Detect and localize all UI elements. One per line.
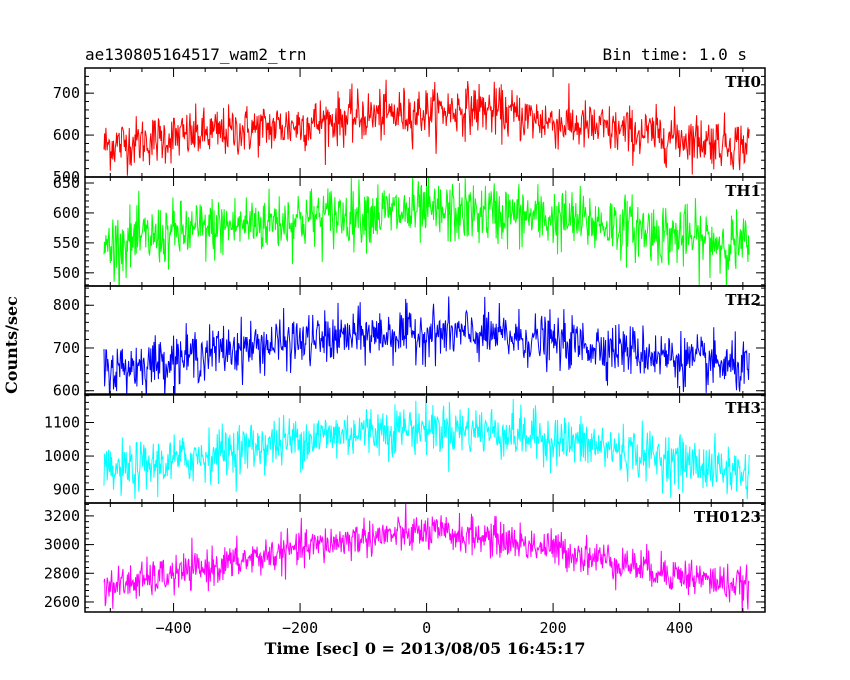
y-tick-label: 600 <box>53 382 80 400</box>
y-tick-label: 700 <box>53 339 80 357</box>
y-tick-label: 2600 <box>44 593 80 611</box>
panel-label-th2: TH2 <box>725 291 761 309</box>
series-th3 <box>103 394 750 500</box>
panel-th3: 900 1000 1100 TH3 <box>44 393 766 504</box>
y-tick-label: 600 <box>53 204 80 222</box>
y-tick-label: 550 <box>53 234 80 252</box>
panel-frame <box>84 502 766 613</box>
y-tick-label: 600 <box>53 126 80 144</box>
x-tick-label: 200 <box>540 619 567 637</box>
panel-frame <box>84 285 766 396</box>
panel-label-th0: TH0 <box>725 73 761 91</box>
panels-layer: 500 600 700 TH0 500 550 600 650 TH1 600 700 800 TH2 9… <box>44 67 766 637</box>
x-tick-label: 0 <box>422 619 431 637</box>
y-tick-label: 900 <box>53 481 80 499</box>
y-axis-title: Counts/sec <box>2 296 21 394</box>
chart-title: ae130805164517_wam2_trn <box>85 45 307 64</box>
x-axis-title: Time [sec] 0 = 2013/08/05 16:45:17 <box>265 639 586 658</box>
panel-label-th3: TH3 <box>725 399 761 417</box>
bin-time-label: Bin time: 1.0 s <box>603 45 748 64</box>
series-th0123 <box>103 503 750 612</box>
y-tick-label: 700 <box>53 84 80 102</box>
y-tick-label: 1000 <box>44 447 80 465</box>
panel-th0: 500 600 700 TH0 <box>53 67 766 186</box>
panel-label-th0123: TH0123 <box>694 508 761 526</box>
panel-th0123: 2600 2800 3000 3200 TH0123 <box>44 502 766 613</box>
series-th0 <box>103 79 750 176</box>
y-tick-label: 2800 <box>44 564 80 582</box>
y-tick-label: 1100 <box>44 414 80 432</box>
x-tick-label: −400 <box>155 619 191 637</box>
y-tick-label: 800 <box>53 296 80 314</box>
y-tick-label: 500 <box>53 264 80 282</box>
x-tick-label: −200 <box>282 619 318 637</box>
y-tick-label: 500 <box>53 168 80 186</box>
x-tick-label: 400 <box>666 619 693 637</box>
y-tick-label: 650 <box>53 174 80 192</box>
series-th2 <box>103 296 750 395</box>
panel-label-th1: TH1 <box>725 182 761 200</box>
y-tick-label: 3200 <box>44 507 80 525</box>
panel-th2: 600 700 800 TH2 <box>53 285 766 400</box>
y-tick-label: 3000 <box>44 536 80 554</box>
